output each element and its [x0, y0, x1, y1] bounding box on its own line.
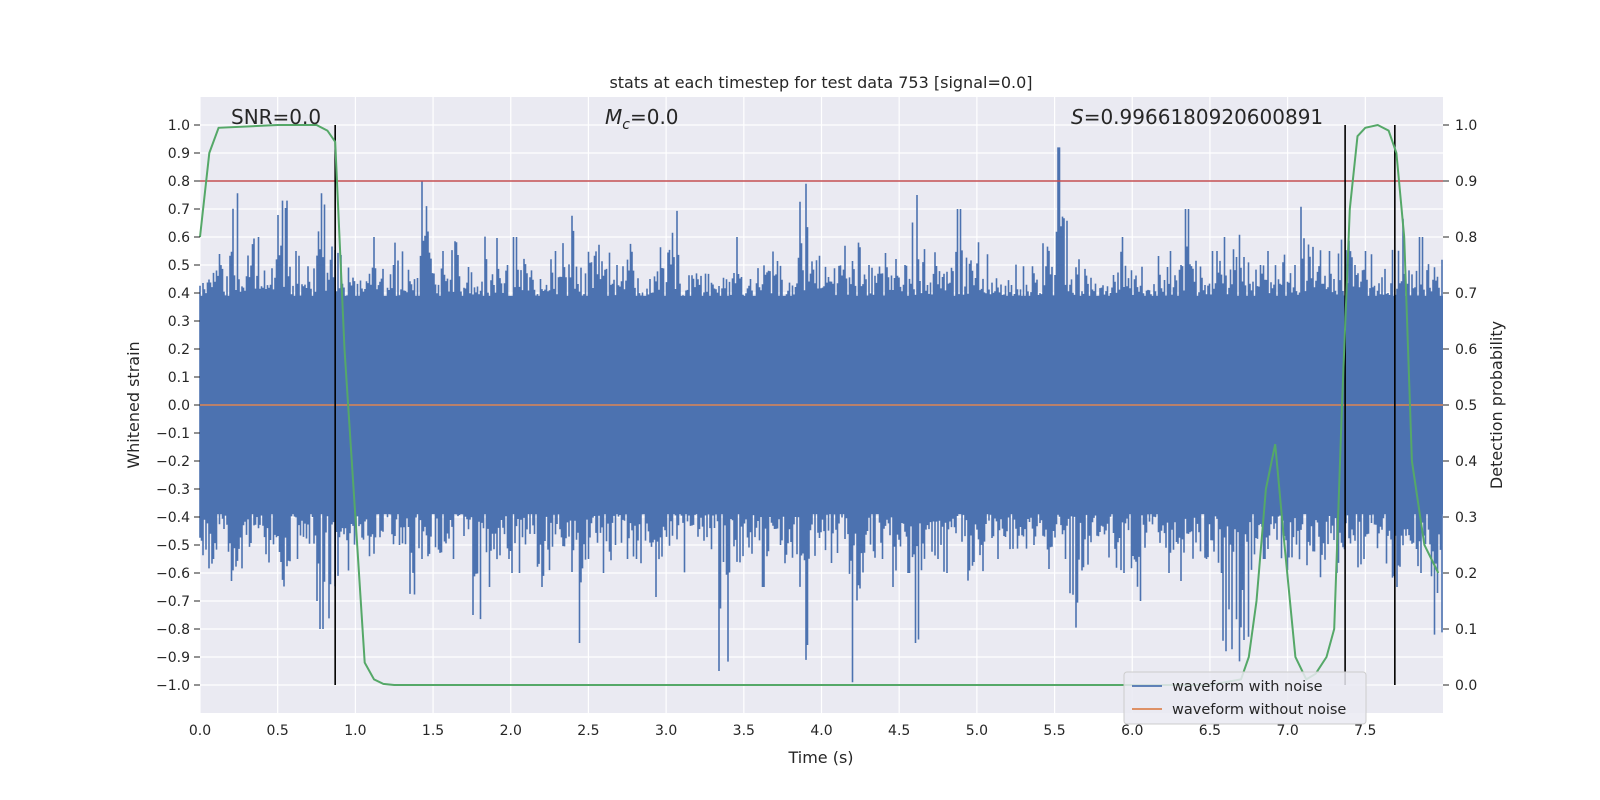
y2-tick-label: 0.8 — [1455, 230, 1477, 246]
chirp-mass-value: =0.0 — [630, 105, 679, 129]
y-tick-label: −0.7 — [156, 594, 190, 610]
x-tick-label: 1.5 — [422, 723, 444, 739]
score-value: =0.9966180920600891 — [1084, 105, 1323, 129]
legend: waveform with noise waveform without noi… — [1123, 671, 1367, 725]
detection-vlines — [334, 125, 1396, 685]
y2-axis-label: Detection probability — [1487, 321, 1506, 489]
x-tick-label: 5.5 — [1043, 723, 1065, 739]
y-axis-label: Whitened strain — [124, 341, 143, 468]
y2-tick-label: 0.9 — [1455, 174, 1477, 190]
y2-tick-label: 1.0 — [1455, 118, 1477, 134]
y-tick-label: −0.2 — [156, 454, 190, 470]
chirp-mass-symbol: M — [605, 105, 622, 129]
x-tick-label: 4.0 — [810, 723, 832, 739]
legend-box — [1123, 671, 1367, 725]
y-tick-label: 0.3 — [168, 314, 190, 330]
y-tick-label: 0.2 — [168, 342, 190, 358]
x-tick-label: 3.5 — [733, 723, 755, 739]
y2-tick-label: 0.3 — [1455, 510, 1477, 526]
chart-title: stats at each timestep for test data 753… — [609, 73, 1032, 92]
y-tick-label: −0.1 — [156, 426, 190, 442]
y-tick-label: 0.1 — [168, 370, 190, 386]
y2-tick-label: 0.1 — [1455, 622, 1477, 638]
y-tick-label: −0.6 — [156, 566, 190, 582]
x-tick-label: 7.0 — [1276, 723, 1298, 739]
score-symbol: S — [1071, 105, 1084, 129]
y-tick-label: 0.5 — [168, 258, 190, 274]
y-tick-label: 0.4 — [168, 286, 190, 302]
x-tick-label: 5.0 — [966, 723, 988, 739]
x-tick-label: 0.0 — [189, 723, 211, 739]
x-tick-label: 6.5 — [1199, 723, 1221, 739]
y-tick-label: −0.9 — [156, 650, 190, 666]
chirp-mass-subscript: c — [622, 117, 630, 133]
y-tick-label: −0.5 — [156, 538, 190, 554]
y-tick-label: 0.6 — [168, 230, 190, 246]
x-tick-label: 7.5 — [1354, 723, 1376, 739]
y-tick-label: 0.8 — [168, 174, 190, 190]
x-tick-label: 3.0 — [655, 723, 677, 739]
x-tick-label: 1.0 — [344, 723, 366, 739]
y-tick-label: −0.3 — [156, 482, 190, 498]
chirp-mass-annotation: Mc=0.0 — [605, 105, 679, 133]
snr-annotation: SNR=0.0 — [231, 105, 321, 129]
y-tick-label: −0.8 — [156, 622, 190, 638]
y-tick-label: 0.9 — [168, 146, 190, 162]
x-tick-label: 0.5 — [267, 723, 289, 739]
detection-probability-line — [199, 123, 1440, 686]
legend-label-noise: waveform with noise — [1172, 679, 1323, 695]
y2-tick-label: 0.2 — [1455, 566, 1477, 582]
y-tick-label: 0.7 — [168, 202, 190, 218]
y2-tick-label: 0.5 — [1455, 398, 1477, 414]
y2-ticks: 1.0 0.9 0.8 0.7 0.6 0.5 0.4 0.3 0.2 0.1 0.0 — [1443, 118, 1477, 694]
x-tick-label: 4.5 — [888, 723, 910, 739]
x-tick-label: 2.0 — [500, 723, 522, 739]
x-axis-label: Time (s) — [787, 748, 853, 767]
legend-label-clean: waveform without noise — [1172, 702, 1346, 718]
y-tick-label: 1.0 — [168, 118, 190, 134]
y-ticks: 1.0 0.9 0.8 0.7 0.6 0.5 0.4 0.3 0.2 0.1 0.0 −0.1 −0.… — [156, 118, 200, 694]
y2-tick-label: 0.7 — [1455, 286, 1477, 302]
score-annotation: S=0.9966180920600891 — [1071, 105, 1323, 129]
x-tick-label: 2.5 — [577, 723, 599, 739]
x-tick-label: 6.0 — [1121, 723, 1143, 739]
y2-tick-label: 0.4 — [1455, 454, 1477, 470]
y2-tick-label: 0.6 — [1455, 342, 1477, 358]
y-tick-label: −1.0 — [156, 678, 190, 694]
y-tick-label: 0.0 — [168, 398, 190, 414]
x-ticks: 0.0 0.5 1.0 1.5 2.0 2.5 3.0 3.5 4.0 4.5 5.0 5.5 6.0 6… — [189, 723, 1377, 739]
y-tick-label: −0.4 — [156, 510, 190, 526]
y2-tick-label: 0.0 — [1455, 678, 1477, 694]
